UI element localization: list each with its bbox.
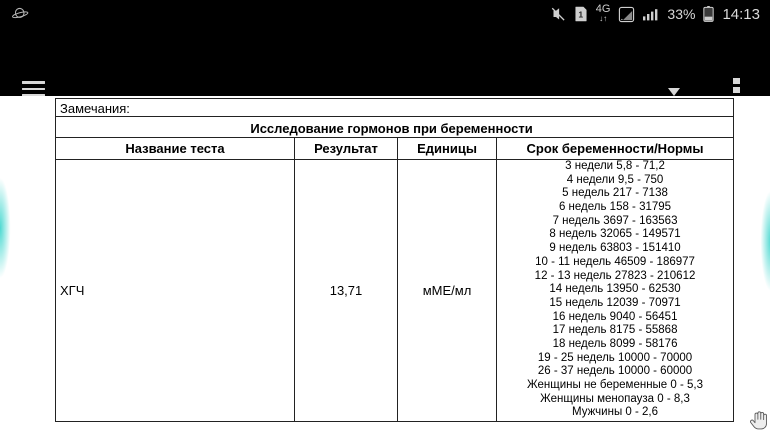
svg-text:1: 1 bbox=[578, 10, 583, 20]
